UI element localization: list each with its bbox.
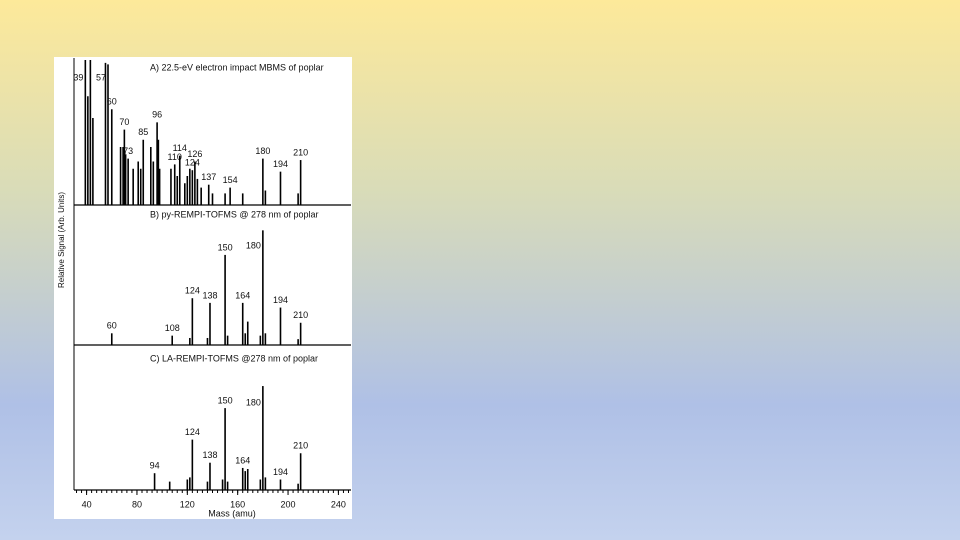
peak-label: 94 [150, 461, 160, 471]
peak-label: 57 [96, 72, 106, 82]
peak-label: 124 [185, 286, 200, 296]
peak-label: 210 [293, 310, 308, 320]
x-tick-label: 40 [82, 499, 92, 509]
panel-title: C) LA-REMPI-TOFMS @278 nm of poplar [150, 353, 318, 363]
y-axis-label: Relative Signal (Arb. Units) [57, 192, 66, 288]
peak-label: 150 [218, 242, 233, 252]
peak-label: 110 [168, 152, 182, 162]
x-tick-label: 80 [132, 499, 142, 509]
x-tick-label: 160 [230, 499, 245, 509]
peak-label: 194 [273, 295, 288, 305]
peak-label: 180 [255, 146, 270, 156]
peak-label: 210 [293, 147, 308, 157]
peak-label: 180 [246, 240, 261, 250]
x-axis-label: Mass (amu) [208, 508, 256, 518]
peak-label: 126 [187, 149, 202, 159]
peak-label: 39 [73, 72, 83, 82]
peak-label: 85 [138, 127, 148, 137]
peak-label: 164 [235, 290, 250, 300]
peak-label: 150 [218, 395, 233, 405]
peak-label: 164 [235, 455, 250, 465]
peak-label: 194 [273, 159, 288, 169]
panel-title: A) 22.5-eV electron impact MBMS of popla… [150, 62, 324, 72]
chart-background [54, 57, 352, 519]
peak-label: 124 [185, 427, 200, 437]
peak-label: 60 [107, 321, 117, 331]
x-tick-label: 120 [180, 499, 195, 509]
peak-label: 138 [202, 450, 217, 460]
peak-label: 96 [152, 110, 162, 120]
panel-title: B) py-REMPI-TOFMS @ 278 nm of poplar [150, 209, 319, 219]
peak-label: 154 [223, 175, 238, 185]
peak-label: 73 [123, 146, 133, 156]
x-tick-label: 200 [281, 499, 296, 509]
peak-label: 70 [119, 117, 129, 127]
peak-label: 180 [246, 397, 261, 407]
peak-label: 194 [273, 467, 288, 477]
peak-label: 60 [107, 97, 117, 107]
x-tick-label: 240 [331, 499, 346, 509]
peak-label: 124 [185, 158, 200, 168]
peak-label: 108 [165, 323, 180, 333]
peak-label: 138 [202, 290, 217, 300]
peak-label: 137 [201, 172, 216, 182]
peak-label: 114 [173, 143, 187, 153]
peak-label: 210 [293, 441, 308, 451]
